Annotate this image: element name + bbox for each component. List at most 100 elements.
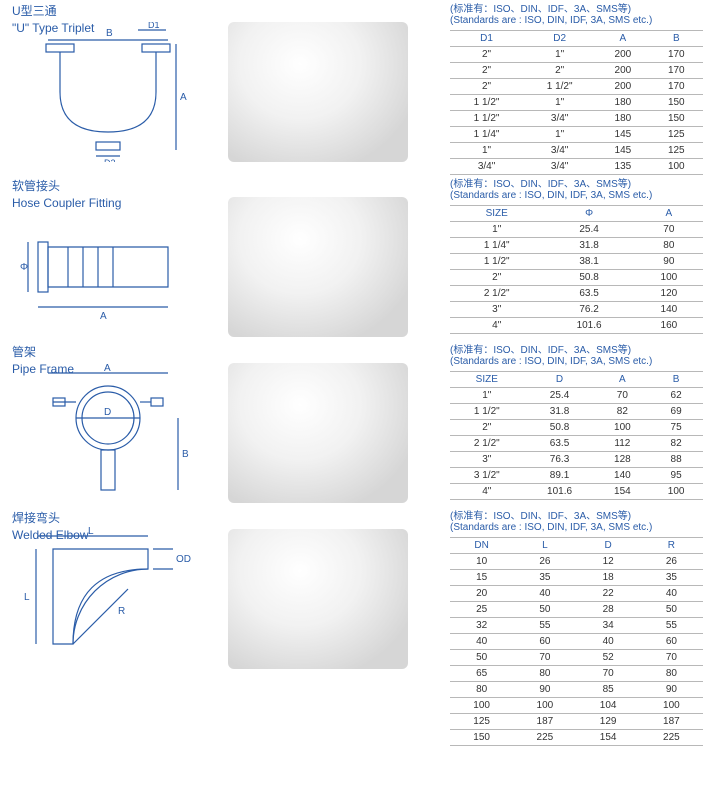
table-row: 4"101.6154100 bbox=[450, 484, 703, 500]
cell: 150 bbox=[450, 730, 513, 746]
cell: 15 bbox=[450, 570, 513, 586]
table-row: 1"25.470 bbox=[450, 222, 703, 238]
section-title-en: Welded Elbow bbox=[12, 528, 89, 542]
cell: 76.3 bbox=[524, 452, 596, 468]
cell: 4" bbox=[450, 484, 524, 500]
cell: 85 bbox=[577, 682, 640, 698]
cell: 140 bbox=[595, 468, 649, 484]
cell: 170 bbox=[650, 79, 703, 95]
svg-text:D1: D1 bbox=[148, 22, 160, 30]
section-title-cn: U型三通 bbox=[12, 2, 94, 19]
svg-text:A: A bbox=[180, 92, 187, 103]
cell: 2" bbox=[450, 79, 523, 95]
col-header: A bbox=[635, 206, 703, 222]
cell: 40 bbox=[513, 586, 576, 602]
col-header: D bbox=[524, 372, 596, 388]
cell: 145 bbox=[596, 143, 649, 159]
cell: 1" bbox=[523, 95, 596, 111]
cell: 1 1/2" bbox=[450, 254, 543, 270]
cell: 100 bbox=[650, 159, 703, 175]
cell: 2" bbox=[450, 47, 523, 63]
cell: 1" bbox=[450, 222, 543, 238]
cell: 18 bbox=[577, 570, 640, 586]
cell: 52 bbox=[577, 650, 640, 666]
svg-text:D2: D2 bbox=[104, 158, 116, 162]
cell: 1 1/2" bbox=[450, 111, 523, 127]
cell: 31.8 bbox=[543, 238, 634, 254]
standards-cn: (标准有：ISO、DIN、IDF、3A、SMS等) bbox=[450, 175, 703, 190]
svg-text:B: B bbox=[106, 28, 113, 39]
cell: 65 bbox=[450, 666, 513, 682]
table-row: 32553455 bbox=[450, 618, 703, 634]
cell: 101.6 bbox=[524, 484, 596, 500]
cell: 200 bbox=[596, 47, 649, 63]
table-row: 1 1/4"31.880 bbox=[450, 238, 703, 254]
col-header: D bbox=[577, 538, 640, 554]
svg-text:L: L bbox=[24, 592, 30, 603]
col-header: L bbox=[513, 538, 576, 554]
cell: 1 1/2" bbox=[450, 404, 524, 420]
cell: 26 bbox=[513, 554, 576, 570]
col-header: Φ bbox=[543, 206, 634, 222]
cell: 75 bbox=[649, 420, 703, 436]
cell: 1 1/2" bbox=[450, 95, 523, 111]
cell: 3/4" bbox=[523, 159, 596, 175]
svg-text:R: R bbox=[118, 606, 125, 617]
table-row: 15351835 bbox=[450, 570, 703, 586]
cell: 150 bbox=[650, 111, 703, 127]
cell: 3/4" bbox=[450, 159, 523, 175]
table-row: 1"25.47062 bbox=[450, 388, 703, 404]
cell: 3" bbox=[450, 452, 524, 468]
table-row: 40604060 bbox=[450, 634, 703, 650]
cell: 187 bbox=[513, 714, 576, 730]
svg-text:A: A bbox=[104, 363, 111, 374]
section: 管架 Pipe Frame A D B (标准有：ISO、DIN、IDF、3A、… bbox=[0, 341, 713, 507]
col-header: SIZE bbox=[450, 206, 543, 222]
cell: 40 bbox=[640, 586, 703, 602]
cell: 25 bbox=[450, 602, 513, 618]
cell: 40 bbox=[450, 634, 513, 650]
table-row: 1 1/2"1"180150 bbox=[450, 95, 703, 111]
table-row: 2"2"200170 bbox=[450, 63, 703, 79]
table-row: 25502850 bbox=[450, 602, 703, 618]
svg-text:Φ: Φ bbox=[20, 262, 28, 273]
cell: 63.5 bbox=[524, 436, 596, 452]
cell: 26 bbox=[640, 554, 703, 570]
cell: 40 bbox=[577, 634, 640, 650]
cell: 50 bbox=[513, 602, 576, 618]
cell: 150 bbox=[650, 95, 703, 111]
svg-text:D: D bbox=[104, 407, 111, 418]
cell: 112 bbox=[595, 436, 649, 452]
table-row: 2"50.8100 bbox=[450, 270, 703, 286]
spec-table: SIZEΦA1"25.4701 1/4"31.8801 1/2"38.1902"… bbox=[450, 205, 703, 334]
cell: 1 1/2" bbox=[523, 79, 596, 95]
col-header: D2 bbox=[523, 31, 596, 47]
table-row: 1 1/2"3/4"180150 bbox=[450, 111, 703, 127]
table-row: 2 1/2"63.511282 bbox=[450, 436, 703, 452]
cell: 160 bbox=[635, 318, 703, 334]
cell: 100 bbox=[635, 270, 703, 286]
cell: 31.8 bbox=[524, 404, 596, 420]
cell: 70 bbox=[513, 650, 576, 666]
cell: 90 bbox=[640, 682, 703, 698]
svg-text:B: B bbox=[182, 449, 189, 460]
cell: 70 bbox=[577, 666, 640, 682]
cell: 70 bbox=[640, 650, 703, 666]
table-row: 1 1/2"38.190 bbox=[450, 254, 703, 270]
cell: 82 bbox=[649, 436, 703, 452]
cell: 2" bbox=[450, 420, 524, 436]
cell: 140 bbox=[635, 302, 703, 318]
table-row: 2 1/2"63.5120 bbox=[450, 286, 703, 302]
standards-cn: (标准有：ISO、DIN、IDF、3A、SMS等) bbox=[450, 0, 703, 15]
cell: 34 bbox=[577, 618, 640, 634]
cell: 32 bbox=[450, 618, 513, 634]
table-row: 80908590 bbox=[450, 682, 703, 698]
cell: 1 1/4" bbox=[450, 127, 523, 143]
cell: 225 bbox=[640, 730, 703, 746]
cell: 80 bbox=[635, 238, 703, 254]
cell: 2 1/2" bbox=[450, 436, 524, 452]
cell: 62 bbox=[649, 388, 703, 404]
spec-table: DNLDR10261226153518352040224025502850325… bbox=[450, 537, 703, 746]
col-header: B bbox=[649, 372, 703, 388]
col-header: B bbox=[650, 31, 703, 47]
